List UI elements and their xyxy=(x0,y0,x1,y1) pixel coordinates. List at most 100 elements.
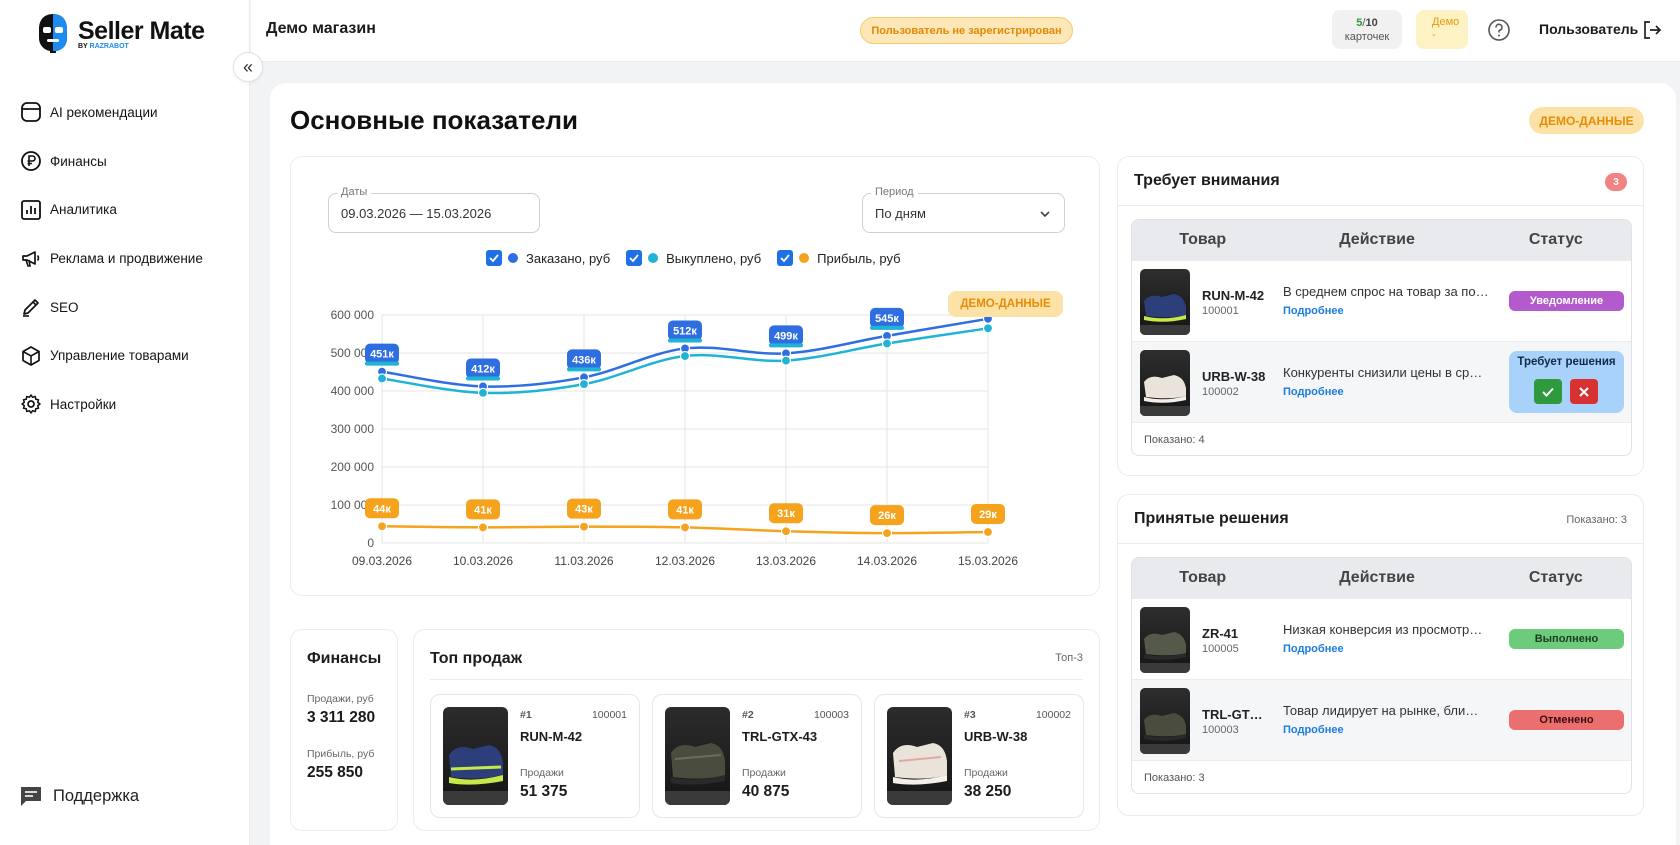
data-point xyxy=(376,521,388,532)
collapse-sidebar-button[interactable]: « xyxy=(233,52,263,82)
logout-icon[interactable] xyxy=(1641,19,1663,41)
details-link[interactable]: Подробнее xyxy=(1283,724,1344,736)
decisions-title: Принятые решения xyxy=(1134,510,1289,527)
sidebar-item-analytics[interactable]: Аналитика xyxy=(20,185,235,234)
details-link[interactable]: Подробнее xyxy=(1283,386,1344,398)
legend-label: Прибыль, руб xyxy=(817,250,901,266)
data-point xyxy=(376,373,388,384)
chart-demo-badge: ДЕМО-ДАННЫЕ xyxy=(948,291,1063,317)
details-link[interactable]: Подробнее xyxy=(1283,643,1344,655)
y-tick-label: 0 xyxy=(367,536,374,550)
box-icon xyxy=(22,345,40,366)
data-point xyxy=(477,387,489,398)
checkbox-checked-icon xyxy=(777,250,794,266)
column-header[interactable]: Товар xyxy=(1179,231,1227,248)
top-sales-title: Топ продаж xyxy=(430,650,523,667)
product-image xyxy=(887,707,952,805)
data-label-underline xyxy=(567,367,601,372)
divider xyxy=(1118,205,1643,206)
divider xyxy=(1118,543,1643,544)
data-label: 31к xyxy=(777,508,795,520)
check-icon xyxy=(1542,387,1554,397)
column-header[interactable]: Статус xyxy=(1528,231,1583,248)
attention-title: Требует внимания xyxy=(1134,172,1280,189)
legend-item-redeemed[interactable]: Выкуплено, руб xyxy=(626,250,761,266)
table-row[interactable]: RUN-M-42 100001 В среднем спрос на товар… xyxy=(1132,260,1631,341)
sidebar-item-products[interactable]: Управление товарами xyxy=(20,331,235,380)
logo-robot-icon xyxy=(36,12,70,54)
x-tick-label: 10.03.2026 xyxy=(453,554,513,568)
column-header[interactable]: Товар xyxy=(1179,569,1227,586)
legend-item-profit[interactable]: Прибыль, руб xyxy=(777,250,901,266)
product-id: 100003 xyxy=(813,709,849,721)
data-label-underline xyxy=(870,325,904,330)
column-header[interactable]: Статус xyxy=(1528,569,1583,586)
y-tick-label: 200 000 xyxy=(331,460,375,474)
data-label: 512к xyxy=(673,325,697,337)
y-tick-label: 600 000 xyxy=(331,308,375,322)
sidebar-item-ads[interactable]: Реклама и продвижение xyxy=(20,234,235,283)
chevron-down-icon xyxy=(1040,211,1050,218)
top-product-card[interactable]: #3 100002 URB-W-38 Продажи 38 250 xyxy=(874,694,1084,818)
status-badge: Выполнено xyxy=(1509,629,1624,649)
reject-button[interactable] xyxy=(1570,379,1598,404)
unregistered-badge[interactable]: Пользователь не зарегистрирован xyxy=(860,17,1073,44)
support-link[interactable]: Поддержка xyxy=(19,784,139,808)
data-point xyxy=(982,526,994,538)
details-link[interactable]: Подробнее xyxy=(1283,305,1344,317)
table-row[interactable]: TRL-GT… 100003 Товар лидирует на рынке, … xyxy=(1132,679,1631,760)
sidebar-item-seo[interactable]: SEO xyxy=(20,283,235,332)
sidebar: Seller Mate BY RAZRABOT AI рекомендации … xyxy=(0,0,250,845)
dates-value: 09.03.2026 — 15.03.2026 xyxy=(341,206,492,221)
line-chart: 0 100 000 200 000 300 000 400 000 500 000 600 … xyxy=(331,307,1018,568)
sidebar-item-label: Управление товарами xyxy=(50,348,189,364)
dates-label: Даты xyxy=(337,186,372,198)
demo-chip[interactable]: Демо - xyxy=(1416,10,1468,49)
x-tick-label: 13.03.2026 xyxy=(756,554,816,568)
data-label-box xyxy=(567,498,601,519)
data-label-box xyxy=(365,498,399,519)
data-label-box xyxy=(365,343,399,364)
legend-label: Выкуплено, руб xyxy=(666,250,762,266)
legend-item-ordered[interactable]: Заказано, руб xyxy=(486,250,610,266)
dates-field[interactable]: Даты 09.03.2026 — 15.03.2026 xyxy=(328,186,540,233)
column-header[interactable]: Действие xyxy=(1339,569,1415,586)
column-header[interactable]: Действие xyxy=(1339,231,1415,248)
profit-value: 255 850 xyxy=(307,764,364,781)
sidebar-item-settings[interactable]: Настройки xyxy=(20,380,235,429)
data-label-underline xyxy=(365,361,399,366)
logo-subtitle: BY RAZRABOT xyxy=(78,42,129,50)
product-image xyxy=(1140,269,1190,335)
sidebar-item-finance[interactable]: Финансы xyxy=(20,137,235,186)
product-id: 100001 xyxy=(1202,305,1239,317)
action-text: Низкая конверсия из просмотр… xyxy=(1283,622,1483,637)
product-sales-value: 38 250 xyxy=(964,783,1012,800)
chart-icon xyxy=(21,199,41,220)
divider xyxy=(430,679,1083,680)
product-image xyxy=(1140,688,1190,754)
data-label-box xyxy=(769,503,803,524)
top-product-card[interactable]: #2 100003 TRL-GTX-43 Продажи 40 875 xyxy=(652,694,862,818)
decisions-table: Товар Действие Статус ZR-41 100005 Низка… xyxy=(1131,557,1632,794)
data-point xyxy=(780,526,792,537)
app-logo[interactable]: Seller Mate BY RAZRABOT xyxy=(36,12,205,54)
sidebar-item-label: AI рекомендации xyxy=(50,104,158,120)
user-label[interactable]: Пользователь xyxy=(1539,21,1639,37)
data-point xyxy=(679,522,691,533)
data-point xyxy=(578,379,590,390)
help-icon[interactable] xyxy=(1487,18,1511,42)
data-label: 26к xyxy=(878,510,896,522)
accept-button[interactable] xyxy=(1534,379,1562,404)
decisions-panel: Принятые решения Показано: 3 Товар Дейст… xyxy=(1117,494,1644,816)
data-point xyxy=(881,528,893,539)
period-select[interactable]: Период По дням xyxy=(862,186,1065,233)
top-product-card[interactable]: #1 100001 RUN-M-42 Продажи 51 375 xyxy=(430,694,640,818)
sales-chart-panel: Даты 09.03.2026 — 15.03.2026 Период По д… xyxy=(290,156,1100,596)
cards-counter[interactable]: 5/10 карточек xyxy=(1332,10,1402,49)
product-rank: #2 xyxy=(742,709,754,721)
table-row[interactable]: ZR-41 100005 Низкая конверсия из просмот… xyxy=(1132,598,1631,679)
table-row[interactable]: URB-W-38 100002 Конкуренты снизили цены … xyxy=(1132,341,1631,422)
sidebar-item-ai[interactable]: AI рекомендации xyxy=(20,88,235,137)
action-text: Товар лидирует на рынке, бли… xyxy=(1283,703,1479,718)
product-id: 100003 xyxy=(1202,724,1239,736)
